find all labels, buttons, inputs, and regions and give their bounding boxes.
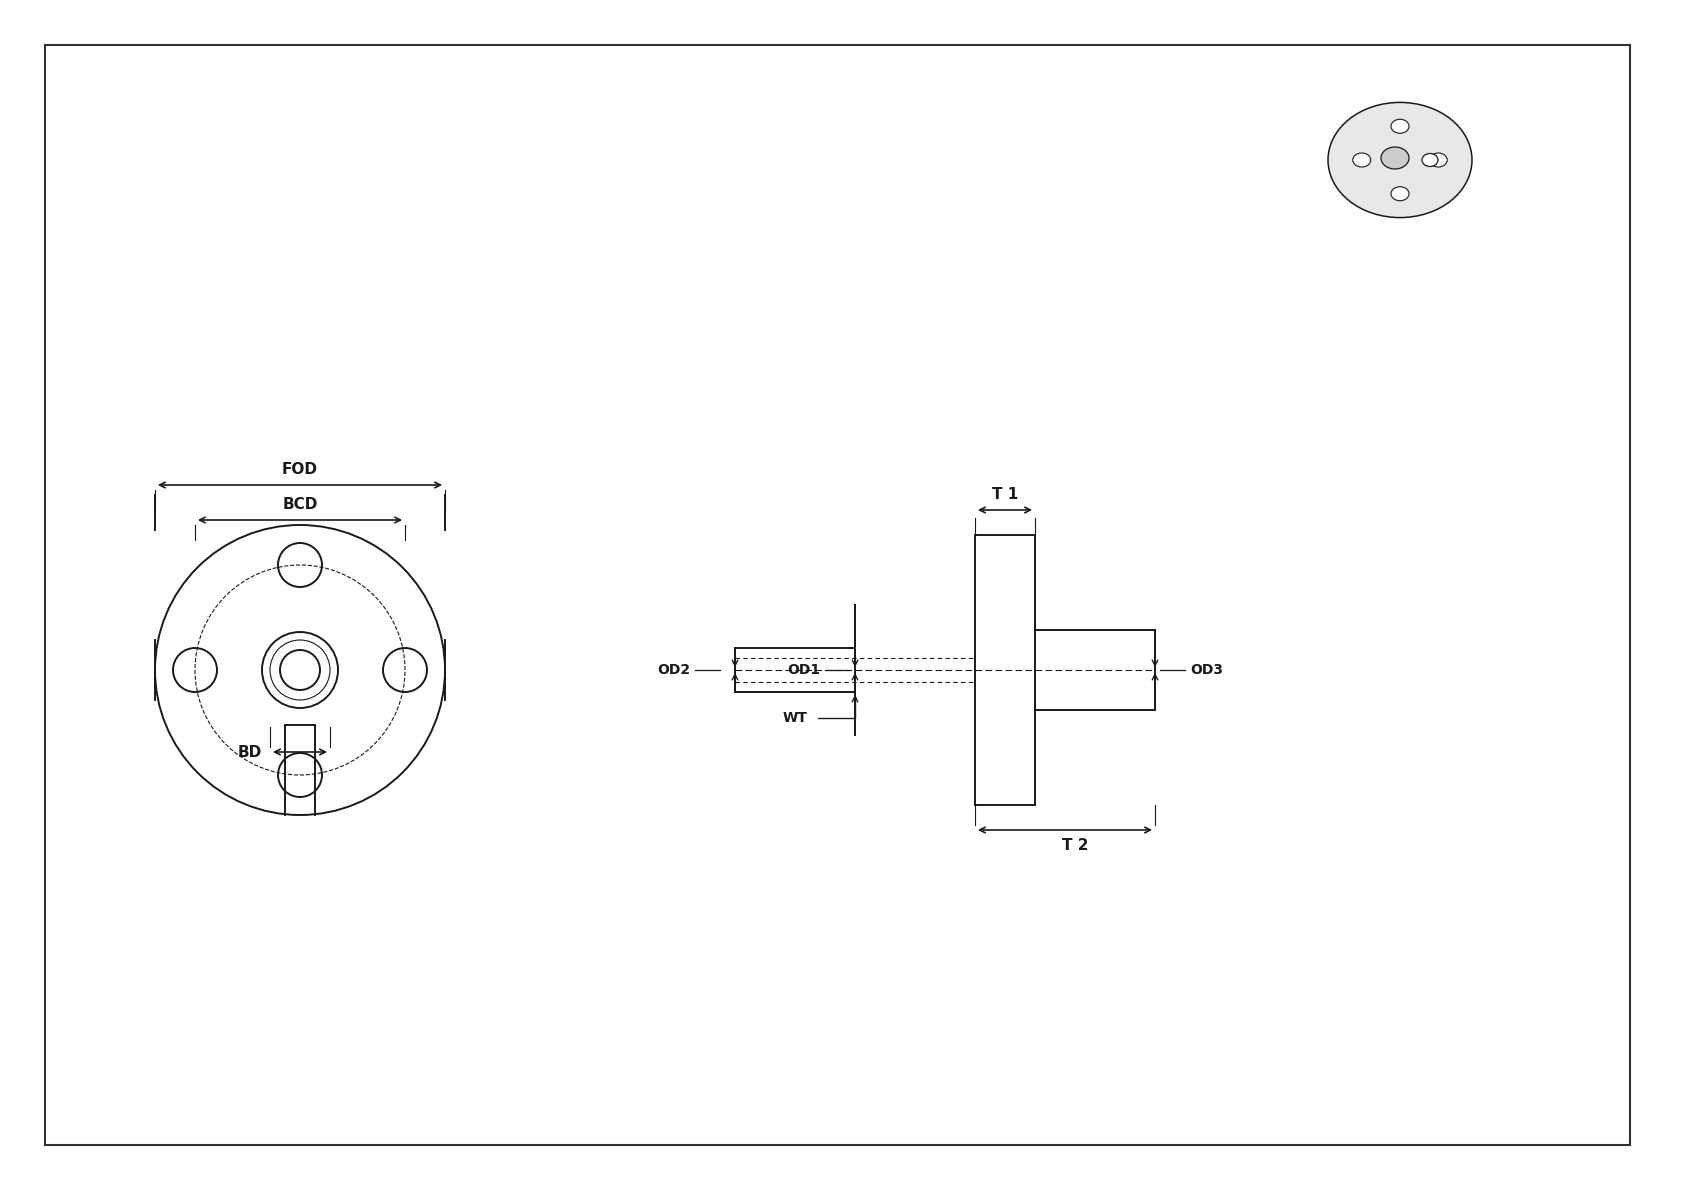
Bar (975, 536, 1036, 804)
Text: OD1: OD1 (786, 663, 820, 677)
Text: T 2: T 2 (1061, 838, 1088, 853)
Ellipse shape (1430, 154, 1447, 167)
Ellipse shape (1421, 154, 1438, 167)
Ellipse shape (1329, 102, 1472, 218)
Ellipse shape (1391, 119, 1410, 133)
Text: T 1: T 1 (992, 487, 1019, 502)
Text: OD3: OD3 (1191, 663, 1223, 677)
Text: FOD: FOD (281, 462, 318, 477)
Ellipse shape (1352, 154, 1371, 167)
Text: BD: BD (237, 745, 263, 759)
Ellipse shape (1391, 187, 1410, 201)
Text: OD2: OD2 (657, 663, 690, 677)
Text: BCD: BCD (283, 497, 318, 512)
Text: WT: WT (781, 710, 807, 725)
Ellipse shape (1381, 148, 1410, 169)
